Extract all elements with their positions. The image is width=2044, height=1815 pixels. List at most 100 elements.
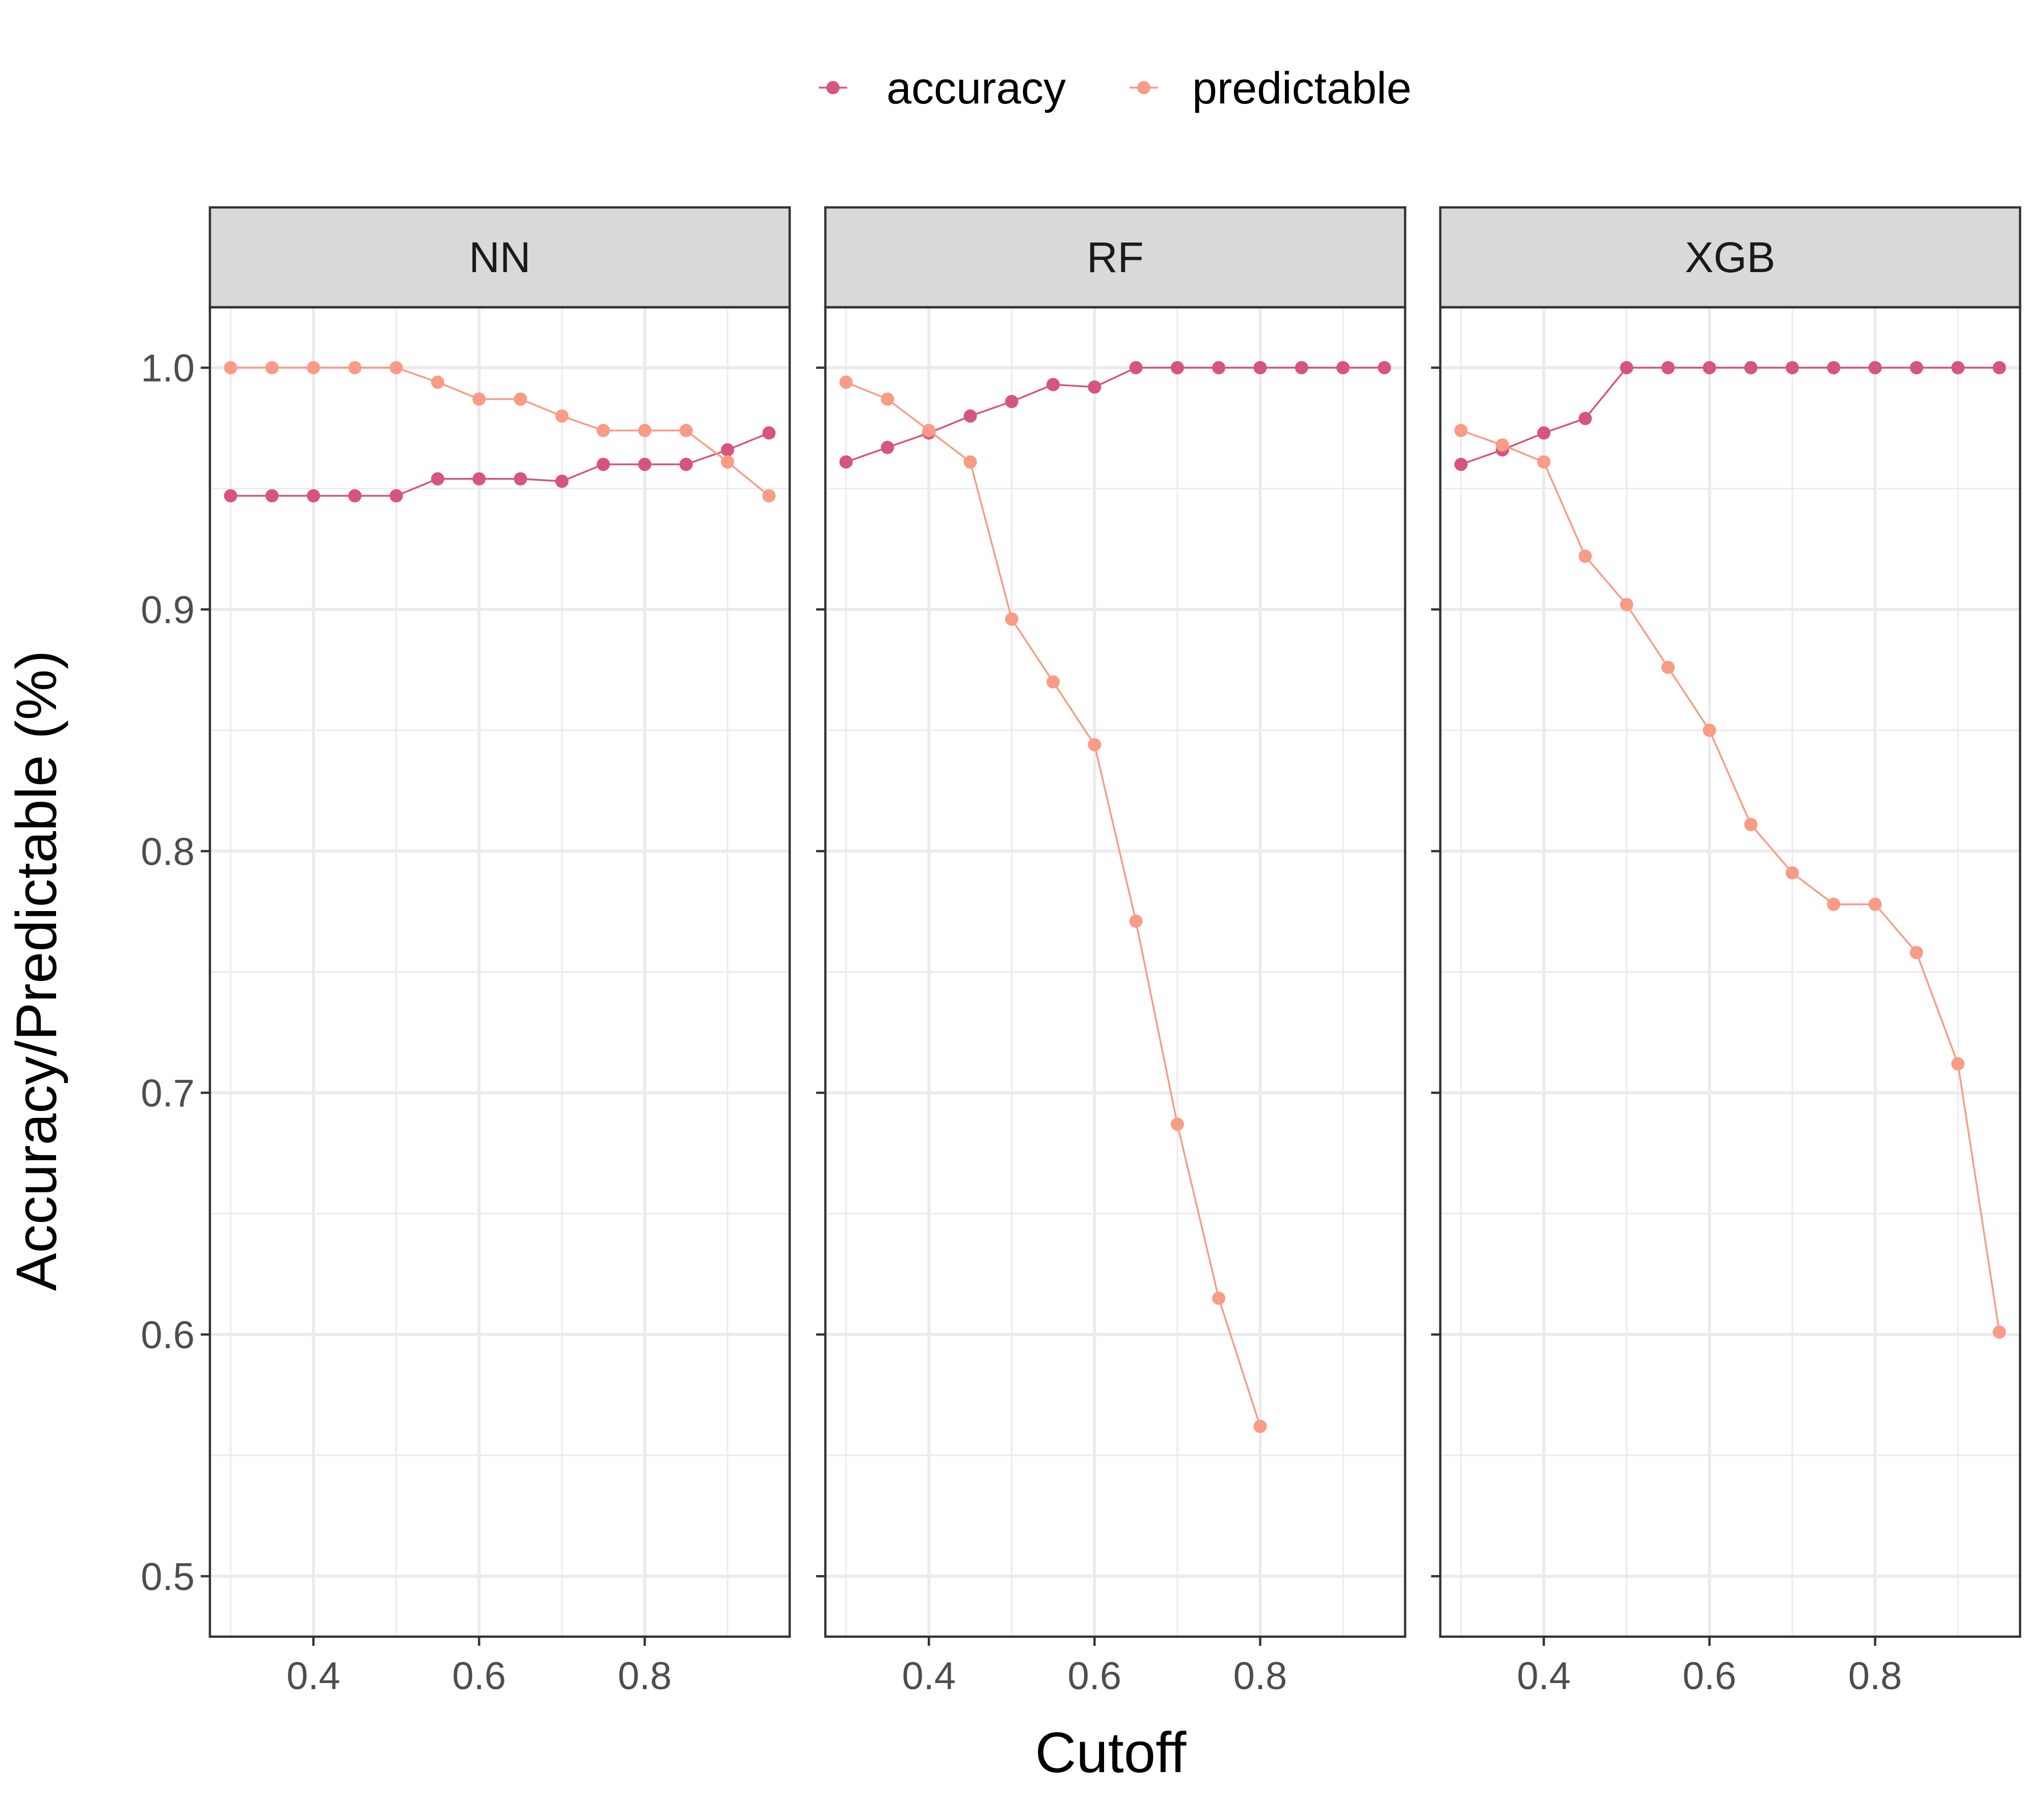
data-point-predictable (762, 489, 776, 503)
data-point-accuracy (1212, 361, 1226, 375)
data-point-predictable (880, 392, 894, 406)
data-point-predictable (1993, 1325, 2006, 1339)
data-point-accuracy (307, 489, 320, 503)
data-point-accuracy (1005, 395, 1018, 409)
data-point-predictable (1703, 724, 1716, 737)
data-point-accuracy (1703, 361, 1716, 375)
y-tick-label: 1.0 (141, 347, 195, 390)
data-point-accuracy (1909, 361, 1923, 375)
legend-key-point (1137, 81, 1150, 94)
data-point-accuracy (389, 489, 403, 503)
y-tick-label: 0.7 (141, 1072, 195, 1115)
data-point-predictable (307, 361, 320, 375)
data-point-predictable (922, 423, 936, 437)
data-point-predictable (1212, 1291, 1226, 1305)
data-point-accuracy (1868, 361, 1882, 375)
data-point-predictable (514, 392, 527, 406)
data-point-accuracy (638, 458, 652, 471)
data-point-predictable (679, 423, 693, 437)
data-point-accuracy (472, 472, 486, 486)
data-point-predictable (839, 376, 853, 389)
legend-label: predictable (1192, 63, 1412, 113)
data-point-predictable (638, 423, 652, 437)
data-point-predictable (1868, 897, 1882, 911)
facet-strip (824, 206, 1407, 309)
data-point-predictable (472, 392, 486, 406)
series-accuracy (839, 361, 1391, 469)
facet-strip-label: NN (469, 233, 530, 281)
series-predictable (1454, 423, 2006, 1339)
data-point-predictable (963, 455, 977, 469)
y-tick-label: 0.9 (141, 589, 195, 632)
data-point-accuracy (1336, 361, 1350, 375)
data-point-predictable (1827, 897, 1841, 911)
legend-label: accuracy (886, 63, 1066, 113)
data-point-predictable (1088, 738, 1101, 752)
data-point-accuracy (431, 472, 445, 486)
data-point-accuracy (224, 489, 237, 503)
facet-panel-rf: RF 0.4 0.6 0.8 (816, 206, 1407, 1698)
data-point-accuracy (1537, 426, 1551, 440)
series-line-accuracy (230, 432, 770, 497)
y-axis-title: Accuracy/Predictable (%) (5, 650, 68, 1291)
data-point-accuracy (1993, 361, 2006, 375)
data-point-accuracy (1785, 361, 1799, 375)
data-point-predictable (1578, 549, 1592, 563)
data-point-predictable (1129, 914, 1143, 928)
x-tick-label: 0.8 (618, 1654, 672, 1698)
facet-strip (208, 206, 791, 309)
data-point-accuracy (1620, 361, 1633, 375)
x-tick-label: 0.4 (286, 1654, 340, 1698)
data-point-accuracy (1295, 361, 1308, 375)
y-tick-label: 0.6 (141, 1314, 195, 1357)
data-point-predictable (1661, 660, 1675, 674)
x-tick-label: 0.8 (1233, 1654, 1287, 1698)
data-point-predictable (597, 423, 610, 437)
facet-strip (1439, 206, 2022, 309)
legend-item-accuracy: accuracy (819, 63, 1066, 113)
data-point-accuracy (597, 458, 610, 471)
legend: accuracy predictable (819, 63, 1412, 113)
legend-item-predictable: predictable (1129, 63, 1412, 113)
data-point-accuracy (839, 455, 853, 469)
data-point-predictable (265, 361, 279, 375)
series-line-predictable (1461, 430, 2001, 1332)
series-line-accuracy (846, 366, 1385, 463)
data-point-accuracy (1129, 361, 1143, 375)
data-point-accuracy (1827, 361, 1841, 375)
panel-border (1439, 306, 2022, 1638)
data-point-accuracy (963, 409, 977, 423)
data-point-predictable (389, 361, 403, 375)
series-accuracy (224, 426, 776, 503)
data-point-predictable (555, 409, 569, 423)
data-point-accuracy (555, 474, 569, 488)
series-accuracy (1454, 361, 2006, 471)
data-point-predictable (721, 455, 735, 469)
data-point-accuracy (1951, 361, 1965, 375)
data-point-accuracy (265, 489, 279, 503)
data-point-predictable (1785, 866, 1799, 880)
series-predictable (839, 376, 1267, 1433)
facet-panel-nn: NN 0.4 0.6 0.8 0.5 0.6 0.7 0.8 0.9 1.0 (141, 206, 791, 1698)
data-point-predictable (1046, 675, 1060, 689)
gridlines (1440, 307, 2020, 1637)
data-point-accuracy (348, 489, 362, 503)
panel-border (824, 306, 1407, 1638)
data-point-accuracy (1378, 361, 1391, 375)
x-tick-label: 0.6 (1068, 1654, 1122, 1698)
data-point-accuracy (880, 441, 894, 455)
data-point-accuracy (1088, 380, 1101, 394)
legend-key-point (826, 81, 840, 94)
data-point-predictable (1744, 818, 1758, 832)
data-point-accuracy (762, 426, 776, 440)
facet-panel-xgb: XGB 0.4 0.6 0.8 (1431, 206, 2022, 1698)
x-tick-label: 0.4 (902, 1654, 956, 1698)
data-point-accuracy (1170, 361, 1184, 375)
data-point-accuracy (721, 443, 735, 457)
data-point-predictable (1253, 1420, 1267, 1433)
data-point-predictable (1951, 1057, 1965, 1071)
data-point-accuracy (1578, 412, 1592, 425)
facet-strip-label: XGB (1685, 233, 1775, 281)
data-point-accuracy (1253, 361, 1267, 375)
